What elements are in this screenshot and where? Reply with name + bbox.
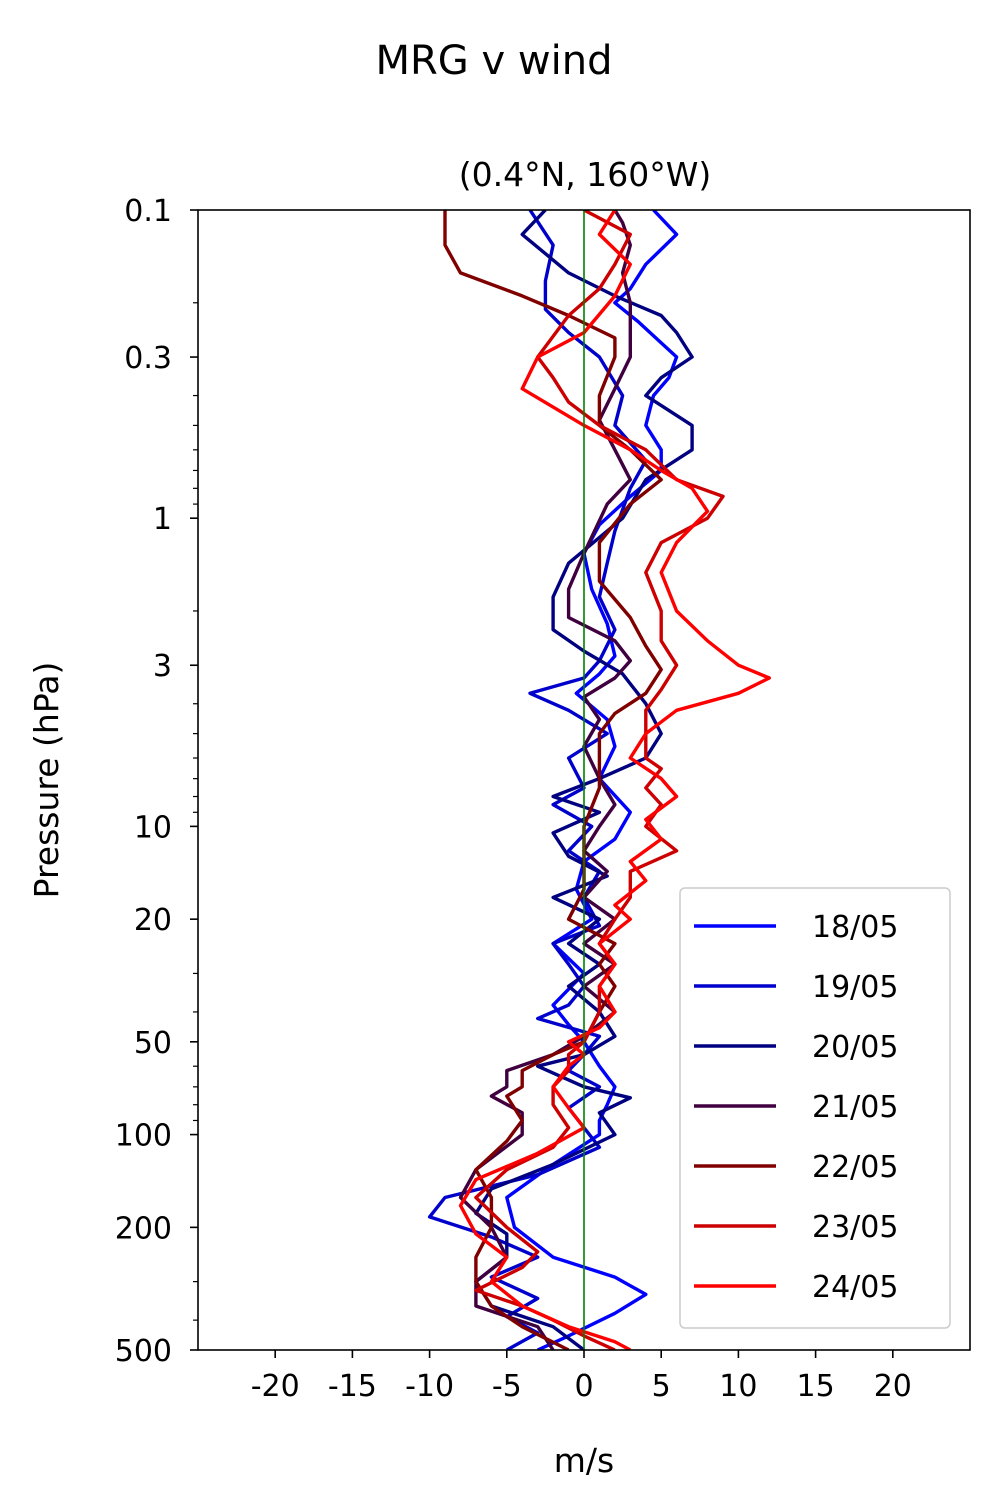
legend-label: 18/05 [812,910,898,945]
figure-suptitle: MRG v wind [376,38,613,84]
x-tick-label: -15 [328,1369,377,1404]
y-tick-label: 500 [115,1334,172,1369]
legend-box [679,887,951,1329]
chart-title: (0.4°N, 160°W) [459,155,712,194]
y-tick-label: 0.1 [124,194,172,229]
x-tick-label: -20 [251,1369,300,1404]
x-tick-label: -5 [492,1369,522,1404]
y-tick-label: 3 [153,649,172,684]
legend-label: 21/05 [812,1090,898,1125]
legend-label: 23/05 [812,1210,898,1245]
x-tick-label: 5 [652,1369,671,1404]
y-tick-label: 10 [134,810,172,845]
y-axis-label: Pressure (hPa) [27,662,66,899]
y-tick-label: 1 [153,502,172,537]
legend-label: 20/05 [812,1030,898,1065]
x-tick-label: 20 [874,1369,912,1404]
x-tick-label: 10 [719,1369,757,1404]
legend-label: 19/05 [812,970,898,1005]
legend-label: 22/05 [812,1150,898,1185]
legend-label: 24/05 [812,1270,898,1305]
legend: 18/05 19/05 20/05 21/05 22/05 23/05 24/05 [679,887,951,1329]
y-tick-label: 100 [115,1119,172,1154]
y-tick-label: 20 [134,903,172,938]
x-tick-label: 0 [574,1369,593,1404]
y-tick-label: 200 [115,1211,172,1246]
y-axis: 0.1 0.3 1 3 10 20 50 100 200 500 [115,194,198,1369]
series-line-24-05 [458,210,771,1350]
x-tick-label: 15 [797,1369,835,1404]
series-line-20-05 [474,210,694,1350]
series-line-23-05 [474,210,725,1350]
x-axis-label: m/s [554,1441,614,1480]
x-tick-label: -10 [405,1369,454,1404]
series-line-21-05 [458,210,632,1350]
x-axis: -20 -15 -10 -5 0 5 10 15 20 [251,1350,912,1404]
plot-area [197,209,971,1351]
y-tick-label: 0.3 [124,341,172,376]
y-tick-label: 50 [134,1026,172,1061]
series-line-19-05 [427,210,648,1350]
